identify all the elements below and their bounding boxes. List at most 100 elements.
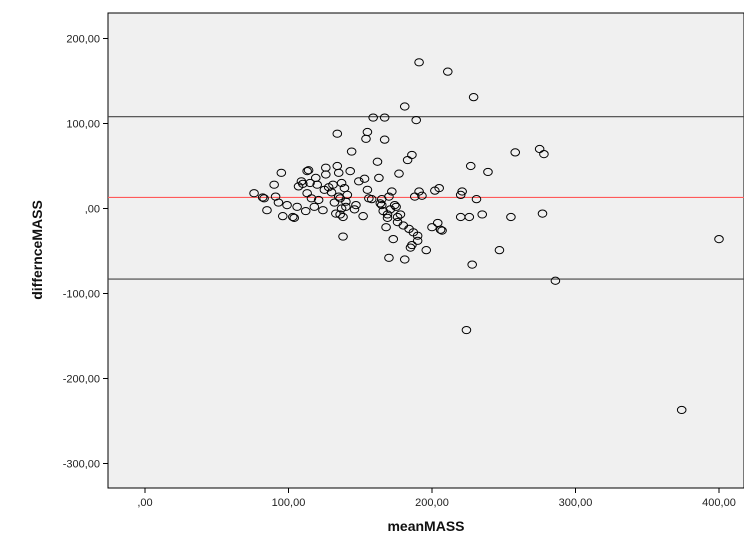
data-point	[259, 194, 269, 203]
data-point	[384, 192, 394, 201]
data-point	[477, 210, 488, 219]
y-axis-title: differnceMASS	[29, 200, 45, 300]
data-point	[368, 113, 378, 122]
data-point	[249, 189, 259, 198]
data-point	[372, 157, 383, 166]
data-point	[359, 174, 370, 183]
data-point	[389, 201, 400, 210]
plot-area	[107, 12, 744, 489]
data-point	[354, 177, 364, 186]
data-point	[382, 213, 393, 222]
data-point	[358, 212, 368, 221]
data-point	[312, 180, 323, 189]
data-point	[329, 198, 340, 207]
data-point	[292, 202, 302, 211]
y-tick-label-1: 100,00	[66, 119, 100, 131]
y-axis-ticks: 200,00 100,00 ,00 -100,00 -200,00 -300,00	[63, 34, 108, 471]
data-point	[326, 188, 337, 197]
data-point	[395, 210, 406, 219]
data-point	[351, 201, 361, 210]
data-point	[467, 260, 477, 269]
data-point	[407, 240, 417, 250]
data-point	[341, 202, 351, 211]
y-tick-label-2: ,00	[85, 204, 100, 216]
data-point	[414, 58, 424, 67]
data-point	[550, 276, 561, 285]
x-tick-label-2: 200,00	[415, 497, 449, 509]
data-point	[305, 178, 315, 188]
data-point	[465, 161, 476, 171]
data-point	[437, 226, 447, 235]
data-point	[303, 166, 314, 175]
data-point	[342, 190, 353, 199]
data-point	[537, 209, 548, 218]
x-tick-label-3: 300,00	[559, 497, 593, 509]
data-point	[374, 173, 384, 182]
data-point	[391, 202, 401, 211]
data-point	[306, 194, 317, 203]
data-point	[399, 255, 410, 264]
data-point	[302, 167, 312, 176]
data-point	[349, 205, 360, 214]
data-point	[510, 148, 521, 157]
y-tick-label-4: -200,00	[63, 374, 100, 386]
data-point	[468, 93, 479, 102]
data-point	[321, 163, 331, 172]
data-point	[298, 179, 308, 188]
data-point	[381, 223, 391, 232]
data-point	[388, 235, 399, 244]
data-point	[417, 191, 427, 200]
data-point	[336, 178, 347, 188]
data-point	[262, 206, 272, 215]
data-point	[366, 195, 377, 204]
data-point	[375, 199, 386, 208]
data-point	[411, 116, 422, 125]
data-point	[273, 198, 284, 207]
x-tick-label-1: 100,00	[272, 497, 306, 509]
data-point	[464, 212, 475, 222]
data-point	[277, 212, 288, 221]
data-point	[362, 127, 373, 137]
data-point	[379, 113, 390, 122]
data-point	[382, 210, 393, 219]
data-point	[412, 231, 423, 240]
data-point	[394, 169, 404, 178]
data-point	[346, 147, 357, 156]
data-point	[335, 210, 345, 219]
data-point	[494, 246, 505, 255]
x-axis-ticks: ,00 100,00 200,00 300,00 400,00	[137, 488, 736, 509]
data-point	[483, 167, 493, 177]
x-axis-title: meanMASS	[387, 518, 464, 534]
data-point	[471, 195, 482, 204]
data-point	[318, 206, 328, 215]
data-point	[457, 187, 467, 196]
data-point	[338, 232, 348, 241]
data-point	[399, 102, 410, 111]
data-point	[442, 67, 453, 76]
data-point	[714, 235, 724, 244]
y-tick-label-3: -100,00	[63, 289, 100, 301]
data-point	[376, 201, 387, 210]
data-point	[309, 202, 320, 211]
x-tick-label-0: ,00	[137, 497, 152, 509]
data-point	[427, 223, 437, 232]
data-point	[412, 236, 423, 245]
x-tick-label-4: 400,00	[702, 497, 736, 509]
data-point	[676, 405, 687, 415]
data-point	[276, 168, 287, 177]
data-point	[336, 204, 347, 213]
data-point	[331, 209, 341, 218]
data-point	[333, 168, 344, 177]
data-point	[384, 253, 394, 262]
data-point	[362, 185, 373, 194]
data-point	[288, 212, 298, 222]
data-point	[434, 184, 444, 193]
data-points	[249, 58, 724, 415]
data-point	[435, 225, 446, 234]
data-point	[345, 167, 356, 176]
data-point	[289, 213, 300, 222]
data-point	[506, 212, 516, 222]
data-point	[421, 246, 432, 255]
data-point	[387, 187, 397, 196]
